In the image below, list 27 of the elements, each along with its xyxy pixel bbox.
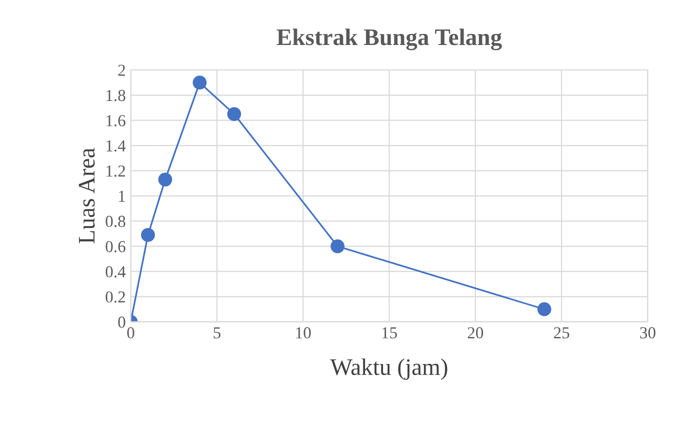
x-tick-label: 20 (468, 327, 484, 338)
y-tick-label: 0.2 (106, 291, 125, 303)
x-tick-label: 25 (554, 327, 570, 338)
point (141, 228, 155, 242)
y-tick-label: 0.8 (106, 216, 126, 228)
x-tick-label: 5 (214, 327, 220, 338)
point (192, 76, 207, 90)
y-tick-label: 0 (118, 316, 126, 328)
point (537, 302, 552, 316)
x-axis-title: Waktu (jam) (330, 358, 448, 380)
y-tick-label: 1.6 (106, 115, 126, 126)
chart-title: Ekstrak Bunga Telang (276, 28, 502, 50)
x-tick-label: 0 (127, 327, 134, 338)
y-tick-label: 1 (119, 190, 125, 202)
x-tick-label: 10 (296, 327, 311, 338)
point (330, 239, 344, 254)
y-tick-label: 2 (118, 64, 125, 76)
y-tick-label: 0.6 (106, 240, 126, 252)
point (227, 107, 242, 122)
point (158, 172, 172, 186)
x-tick-label: 15 (382, 327, 397, 338)
y-axis-title: Luas Area (78, 148, 95, 244)
x-tick-label: 30 (640, 327, 656, 338)
y-tick-label: 1.8 (106, 90, 126, 102)
y-tick-label: 1.2 (106, 165, 125, 177)
y-tick-label: 0.4 (106, 266, 126, 278)
y-tick-label: 1.4 (106, 140, 126, 152)
